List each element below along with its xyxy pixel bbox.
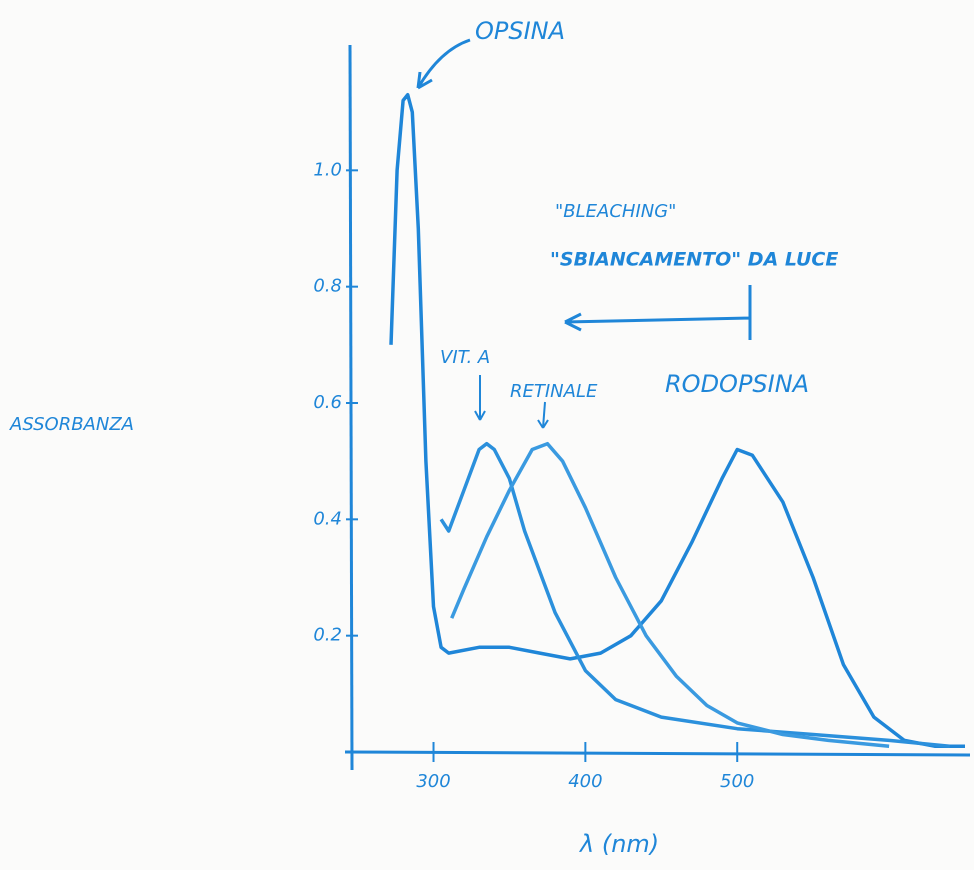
- y-tick-label: 0.2: [313, 625, 342, 646]
- series-line: [452, 444, 889, 747]
- x-tick-label: 500: [720, 771, 754, 792]
- bleaching-arrow: [565, 285, 750, 340]
- x-tick-label: 300: [416, 771, 450, 792]
- y-axis-label: ASSORBANZA: [9, 414, 134, 435]
- y-tick-label: 1.0: [313, 159, 342, 180]
- series-label: VIT. A: [440, 347, 490, 368]
- x-axis-label: λ (nm): [578, 830, 659, 858]
- x-axis: [345, 752, 970, 755]
- annotation: "BLEACHING": [555, 201, 676, 222]
- series-label: RETINALE: [510, 381, 598, 402]
- series-label: RODOPSINA: [665, 370, 809, 398]
- y-axis: [350, 45, 352, 770]
- annotation: "SBIANCAMENTO" DA LUCE: [550, 249, 838, 271]
- y-tick-label: 0.6: [313, 392, 342, 413]
- y-tick-label: 0.4: [313, 508, 342, 529]
- series-line: [391, 95, 965, 747]
- x-tick-label: 400: [568, 771, 602, 792]
- series-line: [441, 444, 950, 747]
- arrow: [418, 40, 470, 88]
- y-tick-label: 0.8: [313, 276, 342, 297]
- annotation: OPSINA: [475, 17, 565, 45]
- chart: OPSINA "BLEACHING" "SBIANCAMENTO" DA LUC…: [0, 0, 974, 870]
